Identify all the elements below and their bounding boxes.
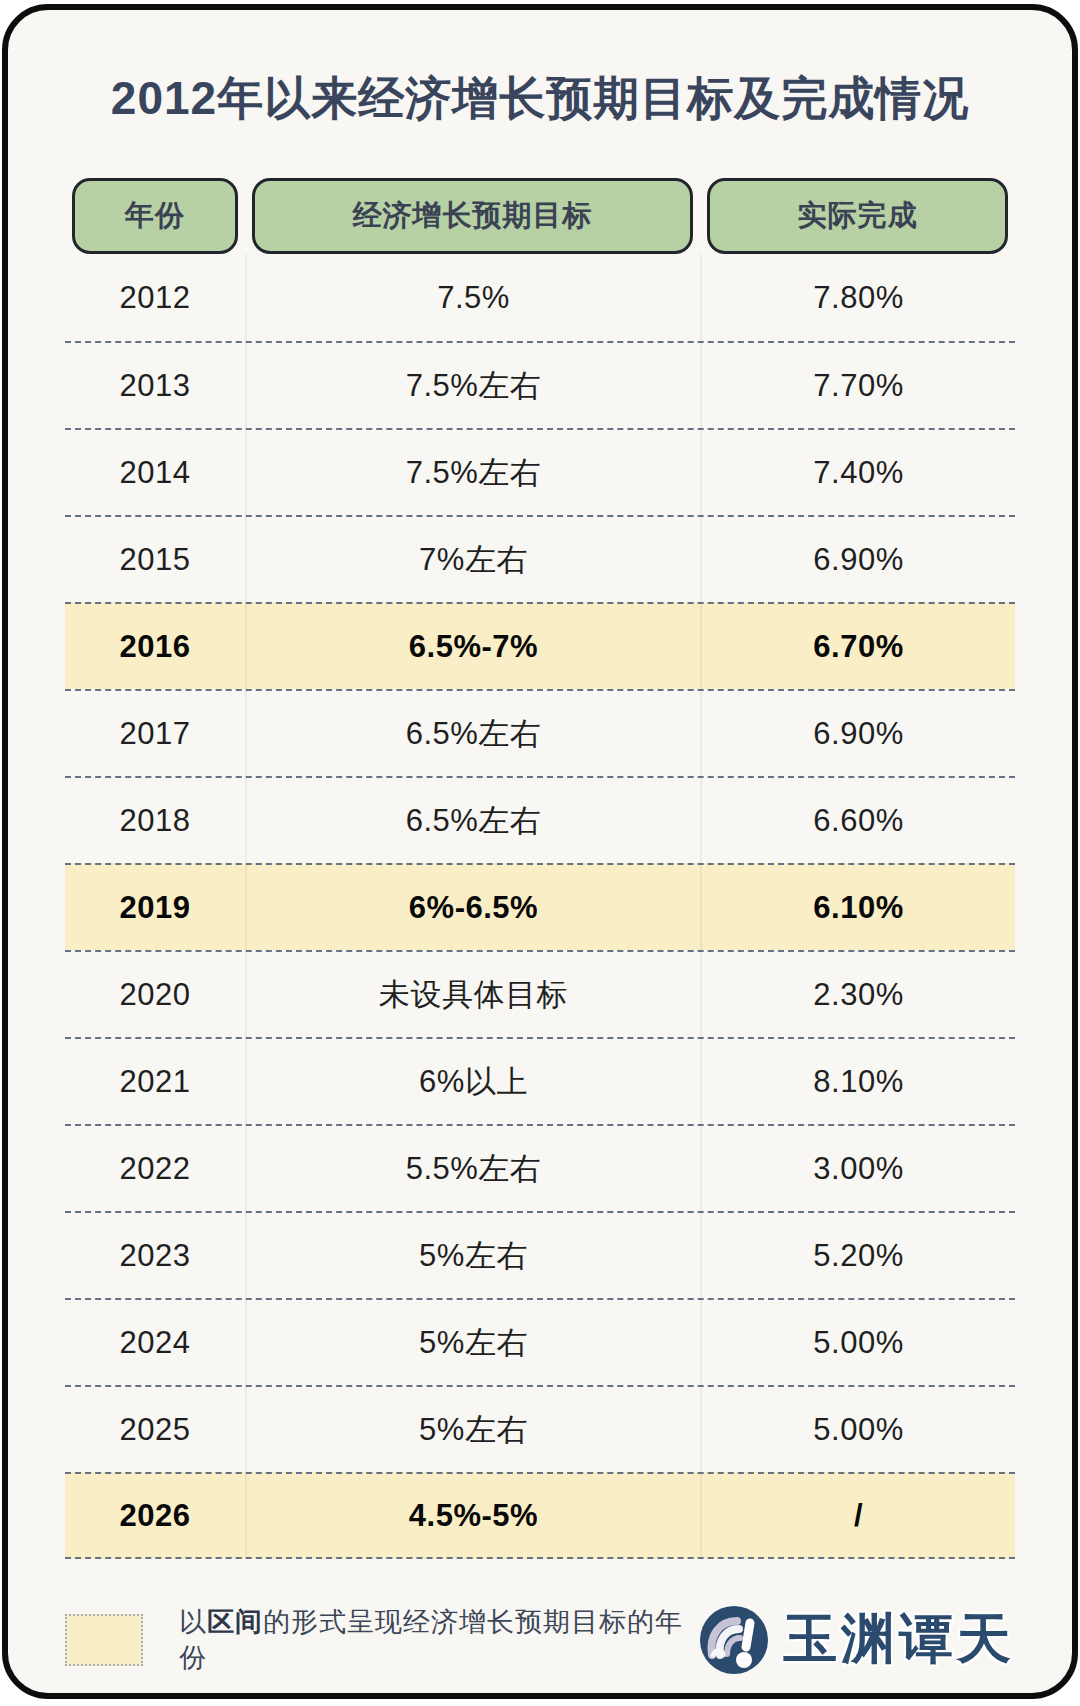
range-highlight-swatch [65,1614,143,1666]
header-actual: 实际完成 [707,178,1008,254]
actual-cell: 5.20% [700,1213,1015,1298]
target-cell: 7.5%左右 [245,343,700,428]
table-row-2012: 2012 7.5% 7.80% [65,254,1015,341]
target-cell: 6.5%左右 [245,691,700,776]
target-cell: 4.5%-5% [245,1474,700,1557]
header-year: 年份 [72,178,238,254]
table-row-2016-highlighted: 2016 6.5%-7% 6.70% [65,602,1015,689]
header-target: 经济增长预期目标 [252,178,693,254]
actual-cell: 5.00% [700,1387,1015,1472]
actual-cell: 5.00% [700,1300,1015,1385]
target-cell: 6%以上 [245,1039,700,1124]
year-cell: 2019 [65,865,245,950]
actual-cell: / [700,1474,1015,1557]
target-cell: 5%左右 [245,1387,700,1472]
table-header-row: 年份 经济增长预期目标 实际完成 [65,178,1015,254]
legend-text: 以区间的形式呈现经济增长预期目标的年份 [179,1604,699,1676]
wave-swirl-logo-icon [699,1605,769,1675]
yuyuan-tantian-logo: 玉渊谭天 [699,1603,1015,1676]
actual-cell: 3.00% [700,1126,1015,1211]
target-cell: 6.5%左右 [245,778,700,863]
year-cell: 2013 [65,343,245,428]
target-cell: 5%左右 [245,1213,700,1298]
table-row-2021: 2021 6%以上 8.10% [65,1037,1015,1124]
year-cell: 2024 [65,1300,245,1385]
actual-cell: 8.10% [700,1039,1015,1124]
table-row-2015: 2015 7%左右 6.90% [65,515,1015,602]
table-row-2026-highlighted: 2026 4.5%-5% / [65,1472,1015,1559]
year-cell: 2025 [65,1387,245,1472]
target-cell: 6.5%-7% [245,604,700,689]
target-cell: 5%左右 [245,1300,700,1385]
table-row-2019-highlighted: 2019 6%-6.5% 6.10% [65,863,1015,950]
table-body: 2012 7.5% 7.80% 2013 7.5%左右 7.70% 2014 7… [65,254,1015,1559]
target-cell: 5.5%左右 [245,1126,700,1211]
year-cell: 2026 [65,1474,245,1557]
target-cell: 7%左右 [245,517,700,602]
page-title: 2012年以来经济增长预期目标及完成情况 [8,72,1072,124]
year-cell: 2021 [65,1039,245,1124]
footer: 以区间的形式呈现经济增长预期目标的年份 玉渊谭天 [65,1603,1015,1676]
legend: 以区间的形式呈现经济增长预期目标的年份 [65,1604,699,1676]
year-cell: 2016 [65,604,245,689]
legend-text-prefix: 以 [179,1607,207,1637]
actual-cell: 6.60% [700,778,1015,863]
year-cell: 2012 [65,254,245,341]
year-cell: 2014 [65,430,245,515]
actual-cell: 6.90% [700,517,1015,602]
target-cell: 7.5% [245,254,700,341]
actual-cell: 7.40% [700,430,1015,515]
table-row-2020: 2020 未设具体目标 2.30% [65,950,1015,1037]
actual-cell: 7.80% [700,254,1015,341]
logo-text: 玉渊谭天 [783,1603,1015,1676]
actual-cell: 6.10% [700,865,1015,950]
year-cell: 2020 [65,952,245,1037]
actual-cell: 6.90% [700,691,1015,776]
infographic-card: 2012年以来经济增长预期目标及完成情况 年份 经济增长预期目标 实际完成 20… [2,4,1078,1699]
table-row-2024: 2024 5%左右 5.00% [65,1298,1015,1385]
table-row-2014: 2014 7.5%左右 7.40% [65,428,1015,515]
year-cell: 2017 [65,691,245,776]
legend-text-bold: 区间 [207,1607,263,1637]
table-row-2018: 2018 6.5%左右 6.60% [65,776,1015,863]
year-cell: 2022 [65,1126,245,1211]
actual-cell: 2.30% [700,952,1015,1037]
table-row-2013: 2013 7.5%左右 7.70% [65,341,1015,428]
actual-cell: 6.70% [700,604,1015,689]
table-row-2017: 2017 6.5%左右 6.90% [65,689,1015,776]
year-cell: 2018 [65,778,245,863]
year-cell: 2023 [65,1213,245,1298]
target-cell: 7.5%左右 [245,430,700,515]
table-row-2022: 2022 5.5%左右 3.00% [65,1124,1015,1211]
target-cell: 6%-6.5% [245,865,700,950]
table-row-2023: 2023 5%左右 5.20% [65,1211,1015,1298]
actual-cell: 7.70% [700,343,1015,428]
year-cell: 2015 [65,517,245,602]
target-cell: 未设具体目标 [245,952,700,1037]
table-row-2025: 2025 5%左右 5.00% [65,1385,1015,1472]
